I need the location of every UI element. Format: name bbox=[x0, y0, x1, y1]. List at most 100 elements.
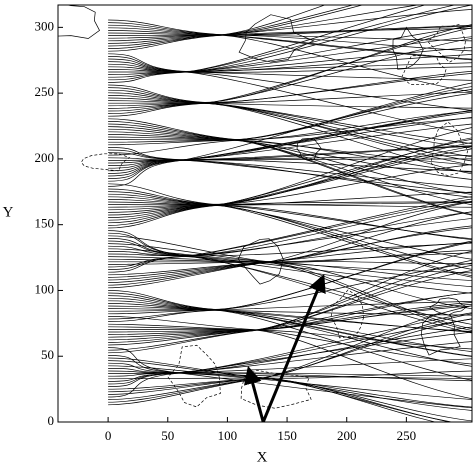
ray bbox=[108, 303, 472, 357]
ray bbox=[108, 25, 472, 73]
x-tick-label: 200 bbox=[337, 428, 357, 443]
ray bbox=[108, 211, 472, 256]
contour bbox=[430, 121, 469, 177]
ray bbox=[108, 305, 472, 333]
x-tick-label: 100 bbox=[218, 428, 238, 443]
ray bbox=[108, 331, 472, 398]
ray bbox=[108, 139, 472, 215]
ray bbox=[108, 5, 427, 83]
ray bbox=[108, 63, 472, 81]
ray bbox=[108, 372, 472, 400]
ray bbox=[108, 5, 457, 81]
contour bbox=[58, 5, 100, 39]
ray bbox=[108, 123, 472, 166]
contour bbox=[392, 26, 424, 70]
ray bbox=[108, 308, 472, 381]
y-tick-label: 150 bbox=[35, 216, 55, 231]
ray bbox=[108, 89, 472, 143]
ray bbox=[108, 196, 472, 273]
ray bbox=[108, 205, 472, 240]
y-tick-label: 0 bbox=[48, 413, 55, 428]
ray bbox=[108, 232, 472, 294]
ray bbox=[108, 103, 472, 166]
ray bbox=[108, 103, 472, 175]
y-tick-label: 200 bbox=[35, 150, 55, 165]
x-axis-label: X bbox=[257, 449, 268, 465]
ray bbox=[108, 140, 472, 173]
ray bbox=[108, 259, 472, 351]
ray bbox=[108, 355, 472, 379]
plot-frame bbox=[57, 4, 473, 423]
ray bbox=[108, 5, 355, 44]
ray bbox=[108, 127, 472, 211]
ray bbox=[108, 5, 326, 36]
ray bbox=[108, 9, 472, 47]
ray bbox=[108, 146, 472, 221]
ray bbox=[108, 27, 472, 112]
ray bbox=[108, 36, 472, 73]
ray bbox=[108, 61, 472, 135]
ray bbox=[108, 377, 454, 422]
ray bbox=[108, 301, 472, 320]
ray bbox=[108, 256, 472, 334]
ray bbox=[108, 358, 472, 374]
y-tick-label: 100 bbox=[35, 281, 55, 296]
ray bbox=[108, 300, 472, 316]
ray bbox=[108, 159, 472, 182]
ray bbox=[108, 152, 472, 194]
contour bbox=[240, 369, 312, 409]
ray bbox=[108, 160, 472, 198]
ray bbox=[108, 91, 472, 104]
ray bbox=[108, 326, 472, 400]
ray bbox=[108, 62, 472, 78]
ray bbox=[108, 38, 472, 107]
contour bbox=[428, 297, 468, 316]
contour bbox=[427, 24, 466, 63]
ray bbox=[108, 204, 472, 270]
plot-area bbox=[58, 5, 472, 422]
ray bbox=[108, 261, 472, 281]
y-tick-label: 300 bbox=[35, 18, 55, 33]
ray bbox=[108, 329, 472, 350]
ray bbox=[108, 211, 472, 262]
ray bbox=[108, 262, 472, 309]
ray bbox=[108, 34, 472, 52]
ray bbox=[108, 164, 472, 206]
ray bbox=[108, 262, 472, 312]
y-axis-label: Y bbox=[3, 204, 14, 220]
ray bbox=[108, 201, 472, 224]
ray bbox=[108, 82, 472, 187]
ray bbox=[108, 292, 472, 354]
ray bbox=[108, 193, 472, 278]
ray bbox=[108, 5, 472, 72]
contour bbox=[237, 238, 284, 285]
contour bbox=[421, 312, 461, 356]
contour bbox=[296, 138, 322, 161]
ray bbox=[108, 347, 472, 409]
x-tick-label: 50 bbox=[161, 428, 174, 443]
arrow bbox=[261, 273, 326, 423]
arrow bbox=[243, 365, 265, 423]
y-tick-label: 250 bbox=[35, 84, 55, 99]
ray bbox=[108, 138, 472, 229]
contour bbox=[167, 344, 221, 408]
ray bbox=[108, 218, 472, 257]
ray bbox=[108, 235, 472, 263]
ray bbox=[108, 27, 472, 60]
contour bbox=[238, 14, 315, 63]
ray bbox=[108, 117, 472, 179]
x-tick-label: 150 bbox=[277, 428, 297, 443]
contour bbox=[401, 55, 447, 85]
y-tick-label: 50 bbox=[41, 347, 54, 362]
ray bbox=[108, 245, 472, 288]
x-tick-label: 250 bbox=[397, 428, 417, 443]
ray bbox=[108, 372, 472, 387]
ray bbox=[108, 341, 472, 382]
ray bbox=[108, 73, 472, 104]
ray bbox=[108, 136, 472, 195]
ray bbox=[108, 241, 472, 310]
ray bbox=[108, 201, 472, 286]
ray bbox=[108, 310, 472, 367]
contour bbox=[80, 153, 131, 172]
